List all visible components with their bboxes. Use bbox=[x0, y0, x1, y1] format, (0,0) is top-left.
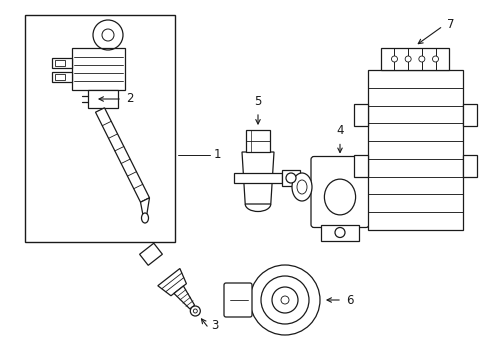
Polygon shape bbox=[72, 48, 125, 90]
Polygon shape bbox=[88, 90, 118, 108]
Polygon shape bbox=[96, 108, 149, 202]
Polygon shape bbox=[321, 225, 359, 240]
Polygon shape bbox=[463, 155, 476, 177]
Circle shape bbox=[433, 56, 439, 62]
Ellipse shape bbox=[142, 213, 148, 223]
Polygon shape bbox=[158, 269, 186, 296]
Polygon shape bbox=[242, 152, 274, 204]
Text: 5: 5 bbox=[254, 95, 262, 108]
Polygon shape bbox=[282, 170, 300, 186]
Circle shape bbox=[190, 306, 200, 316]
Polygon shape bbox=[246, 130, 270, 152]
Circle shape bbox=[419, 56, 425, 62]
Polygon shape bbox=[141, 198, 149, 219]
Text: 3: 3 bbox=[212, 319, 219, 332]
Polygon shape bbox=[353, 104, 368, 126]
Text: 1: 1 bbox=[214, 148, 221, 162]
Circle shape bbox=[250, 265, 320, 335]
Polygon shape bbox=[234, 173, 282, 183]
Polygon shape bbox=[381, 48, 449, 70]
FancyBboxPatch shape bbox=[311, 157, 369, 228]
Polygon shape bbox=[353, 155, 368, 177]
Circle shape bbox=[261, 276, 309, 324]
Polygon shape bbox=[174, 286, 195, 309]
Polygon shape bbox=[52, 72, 72, 82]
Text: 6: 6 bbox=[346, 293, 353, 306]
Polygon shape bbox=[52, 58, 72, 68]
Ellipse shape bbox=[292, 173, 312, 201]
Circle shape bbox=[405, 56, 411, 62]
Circle shape bbox=[335, 228, 345, 238]
Polygon shape bbox=[463, 104, 476, 126]
Text: 7: 7 bbox=[447, 18, 455, 31]
FancyBboxPatch shape bbox=[224, 283, 252, 317]
Text: 2: 2 bbox=[126, 93, 133, 105]
Circle shape bbox=[272, 287, 298, 313]
Bar bbox=[368, 70, 463, 230]
Polygon shape bbox=[140, 243, 162, 265]
Circle shape bbox=[392, 56, 397, 62]
Text: 4: 4 bbox=[336, 125, 344, 138]
Circle shape bbox=[286, 173, 296, 183]
